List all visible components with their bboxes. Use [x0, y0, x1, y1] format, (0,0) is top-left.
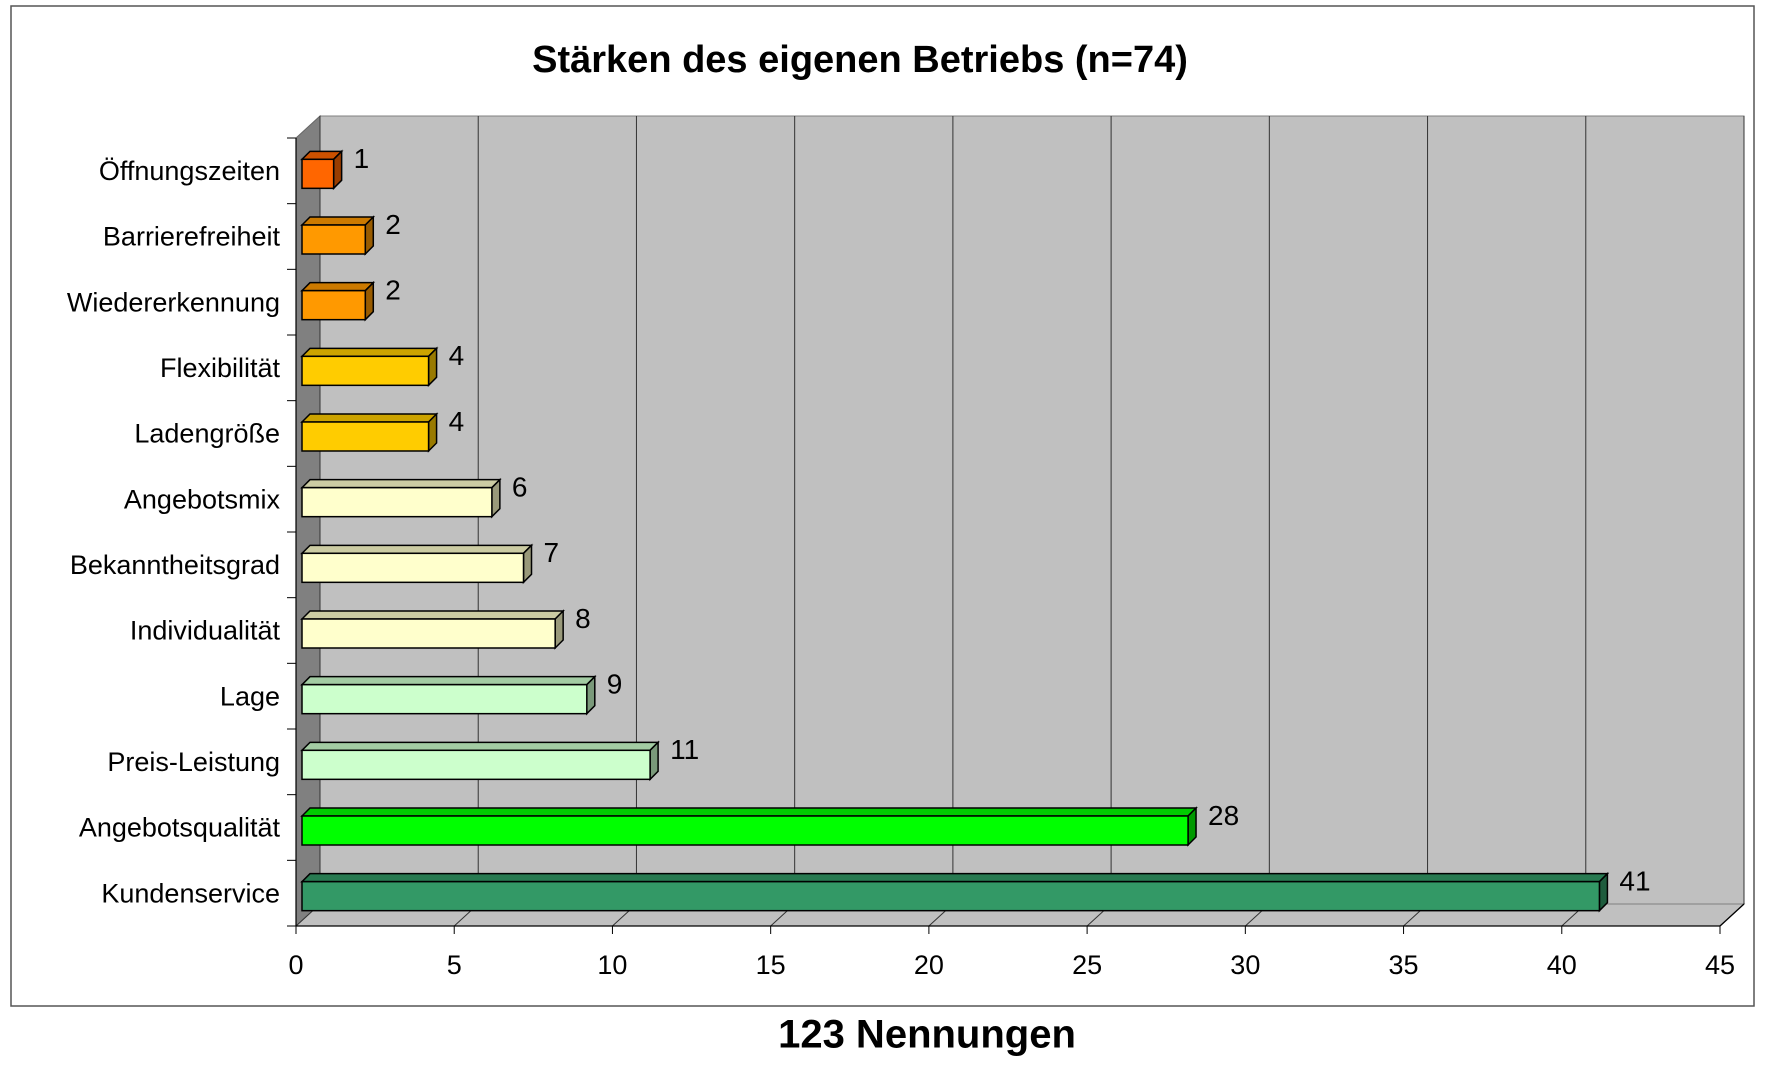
bar	[301, 289, 367, 321]
x-tick-label: 35	[1389, 950, 1419, 980]
y-tick-label: Barrierefreiheit	[103, 222, 281, 252]
bar	[301, 486, 493, 518]
value-label: 4	[449, 406, 465, 437]
value-label: 6	[512, 472, 528, 503]
bar-top-shade	[302, 611, 564, 619]
bar-top-shade	[302, 414, 437, 422]
bar-top-shade	[302, 151, 342, 160]
x-tick-label: 25	[1072, 950, 1102, 980]
bar-top-shade	[302, 348, 437, 357]
bar	[301, 355, 430, 387]
bar-side-shade	[365, 217, 374, 254]
bar-top-shade	[302, 808, 1197, 816]
bar-top-shade	[302, 282, 374, 291]
chart-title: Stärken des eigenen Betriebs (n=74)	[532, 39, 1188, 81]
y-tick-label: Individualität	[130, 616, 281, 646]
bar	[301, 618, 556, 649]
value-label: 41	[1619, 866, 1650, 897]
bar	[301, 224, 367, 255]
value-label: 28	[1208, 800, 1239, 831]
y-tick-label: Angebotsqualität	[79, 813, 281, 843]
x-tick-label: 20	[914, 950, 944, 980]
x-tick-label: 5	[447, 950, 462, 980]
value-label: 7	[544, 537, 560, 568]
x-axis-label: 123 Nennungen	[778, 1013, 1076, 1057]
value-label: 1	[354, 143, 370, 174]
bar	[301, 880, 1601, 912]
x-tick-label: 45	[1705, 950, 1735, 980]
y-tick-label: Wiedererkennung	[67, 287, 280, 317]
y-tick-label: Öffnungszeiten	[99, 156, 280, 186]
y-tick-label: Bekanntheitsgrad	[70, 550, 280, 580]
bar	[301, 421, 430, 452]
bar	[301, 749, 651, 781]
value-label: 8	[575, 603, 591, 634]
bar-side-shade	[555, 611, 564, 648]
value-label: 9	[607, 669, 623, 700]
bar-side-shade	[586, 676, 595, 714]
y-tick-label: Lage	[220, 681, 280, 711]
x-tick-label: 15	[756, 950, 786, 980]
y-tick-label: Ladengröße	[134, 419, 280, 449]
x-axis-depth	[1719, 903, 1745, 927]
value-label: 4	[449, 340, 465, 371]
bar-side-shade	[428, 348, 437, 386]
x-tick-label: 0	[288, 950, 303, 980]
value-label: 11	[670, 734, 699, 765]
bar-side-shade	[1599, 873, 1608, 911]
y-tick-label: Angebotsmix	[124, 484, 281, 514]
bar	[301, 552, 525, 584]
bar-side-shade	[523, 545, 532, 583]
bar-top-shade	[302, 742, 659, 751]
y-tick-label: Flexibilität	[160, 353, 281, 383]
x-tick-label: 40	[1547, 950, 1577, 980]
value-label: 2	[385, 275, 401, 306]
bar-top-shade	[302, 676, 595, 685]
value-label: 2	[385, 209, 401, 240]
bar-top-shade	[302, 545, 532, 554]
bar-side-shade	[650, 742, 659, 780]
bar-side-shade	[491, 479, 500, 517]
bar-side-shade	[365, 282, 374, 320]
back-wall	[319, 115, 1745, 905]
y-tick-label: Preis-Leistung	[107, 747, 280, 777]
bar-side-shade	[333, 151, 342, 189]
bar-top-shade	[302, 217, 374, 225]
bar-top-shade	[302, 873, 1608, 882]
bar	[301, 683, 588, 715]
x-tick-label: 30	[1230, 950, 1260, 980]
bar-side-shade	[1188, 808, 1197, 845]
x-tick-label: 10	[597, 950, 627, 980]
bar	[301, 815, 1189, 846]
bar	[301, 158, 335, 190]
bar-side-shade	[428, 414, 437, 451]
y-tick-label: Kundenservice	[101, 878, 280, 908]
bar-top-shade	[302, 479, 500, 488]
